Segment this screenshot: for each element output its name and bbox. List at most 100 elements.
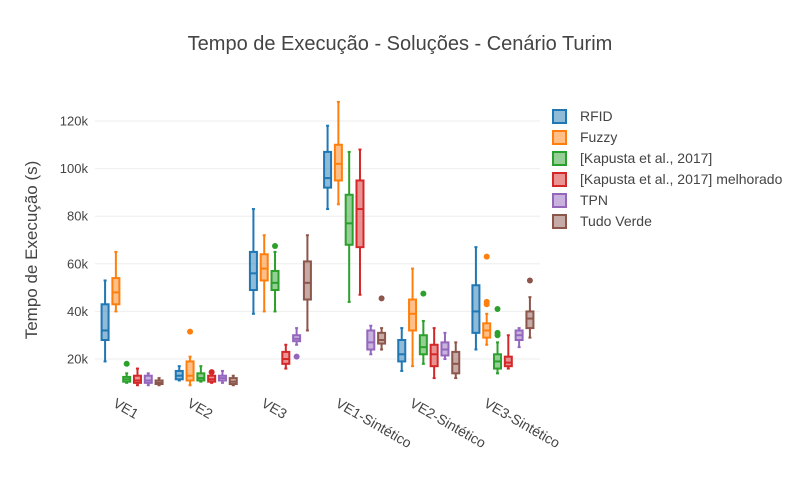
box-3-0 <box>132 367 142 387</box>
box-0-4 <box>397 327 407 372</box>
legend-label: [Kapusta et al., 2017] melhorado <box>580 171 783 187</box>
series-4 <box>143 324 524 387</box>
legend-swatch <box>552 193 567 208</box>
box-iqr <box>429 343 439 368</box>
y-axis-ticks: 20k 40k 60k 80k 100k 120k <box>60 113 89 366</box>
box-3-5 <box>503 334 513 370</box>
outlier-point <box>483 301 490 308</box>
box-iqr <box>408 298 418 332</box>
x-tick-label: VE1-Sintético <box>333 395 415 451</box>
y-tick-label: 80k <box>67 209 88 224</box>
legend-label: [Kapusta et al., 2017] <box>580 150 712 166</box>
legend-label: RFID <box>580 108 613 124</box>
legend-label: Tudo Verde <box>580 213 652 229</box>
box-5-1 <box>228 374 238 387</box>
legend-item: TPN <box>552 192 608 208</box>
box-iqr <box>248 250 258 291</box>
box-iqr <box>397 339 407 363</box>
x-tick-label: VE2-Sintético <box>407 395 489 451</box>
box-0-0 <box>100 279 110 363</box>
box-iqr <box>132 374 142 384</box>
y-tick-label: 100k <box>60 161 89 176</box>
box-3-4 <box>429 327 439 380</box>
box-0-2 <box>248 208 258 315</box>
box-iqr <box>111 277 121 306</box>
outlier-point <box>494 332 501 339</box>
x-tick-label: VE2 <box>185 395 216 422</box>
box-1-2 <box>259 234 269 313</box>
legend-swatch <box>552 130 567 145</box>
series-2 <box>122 150 503 384</box>
series-3 <box>132 148 513 387</box>
box-iqr <box>143 374 153 384</box>
box-3-3 <box>355 148 365 296</box>
box-iqr <box>418 334 428 356</box>
box-iqr <box>270 269 280 292</box>
legend-swatch <box>552 109 567 124</box>
y-tick-label: 60k <box>67 256 88 271</box>
box-5-5 <box>525 277 535 339</box>
box-4-1 <box>217 369 227 384</box>
outlier-point <box>483 253 490 260</box>
box-2-5 <box>493 306 503 375</box>
y-tick-label: 120k <box>60 113 89 128</box>
y-tick-label: 40k <box>67 304 88 319</box>
legend-swatch <box>552 151 567 166</box>
box-4-4 <box>440 331 450 361</box>
outlier-point <box>293 353 300 360</box>
box-iqr <box>355 179 365 249</box>
box-3-2 <box>281 343 291 370</box>
box-2-2 <box>270 242 280 313</box>
box-2-4 <box>418 290 428 365</box>
gridlines <box>95 120 540 360</box>
box-4-5 <box>514 327 524 349</box>
chart-title: Tempo de Execução - Soluções - Cenário T… <box>188 33 613 55</box>
legend-item: [Kapusta et al., 2017] melhorado <box>552 171 783 187</box>
outlier-point <box>272 242 279 249</box>
box-1-3 <box>333 100 343 206</box>
legend-label: Fuzzy <box>580 129 617 145</box>
x-axis-ticks: VE1 VE2 VE3 VE1-SintéticoVE2-SintéticoVE3-S… <box>111 395 563 451</box>
box-iqr <box>525 310 535 330</box>
box-1-0 <box>111 250 121 313</box>
box-iqr <box>185 360 195 382</box>
series-5 <box>154 234 535 387</box>
outlier-point <box>208 369 215 376</box>
box-iqr <box>377 331 387 345</box>
box-5-0 <box>154 377 164 387</box>
box-iqr <box>100 303 110 341</box>
box-iqr <box>471 284 481 334</box>
box-2-0 <box>122 360 132 384</box>
x-tick-label: VE3 <box>259 395 290 422</box>
outlier-point <box>494 306 501 313</box>
box-iqr <box>344 193 354 246</box>
legend-item: RFID <box>552 108 613 124</box>
box-iqr <box>451 350 461 375</box>
outlier-point <box>378 295 385 302</box>
legend-label: TPN <box>580 192 608 208</box>
box-iqr <box>196 372 206 382</box>
legend: RFID Fuzzy [Kapusta et al., 2017] [Kapusta … <box>552 108 783 229</box>
outlier-point <box>420 290 427 297</box>
outlier-point <box>123 360 130 367</box>
box-1-5 <box>482 253 492 346</box>
legend-item: [Kapusta et al., 2017] <box>552 150 712 166</box>
box-iqr <box>503 355 513 368</box>
box-iqr <box>366 329 376 351</box>
box-iqr <box>302 260 312 301</box>
box-2-1 <box>196 365 206 383</box>
box-0-5 <box>471 246 481 351</box>
box-5-4 <box>451 341 461 380</box>
series-0 <box>100 124 481 382</box>
legend-item: Fuzzy <box>552 129 617 145</box>
outlier-point <box>526 277 533 284</box>
outlier-point <box>187 328 194 335</box>
box-2-3 <box>344 150 354 303</box>
box-4-3 <box>366 324 376 356</box>
y-tick-label: 20k <box>67 352 88 367</box>
y-axis-label: Tempo de Execução (s) <box>22 161 41 340</box>
box-4-0 <box>143 372 153 387</box>
box-iqr <box>259 253 269 282</box>
x-tick-label: VE1 <box>111 395 142 422</box>
legend-swatch <box>552 214 567 229</box>
